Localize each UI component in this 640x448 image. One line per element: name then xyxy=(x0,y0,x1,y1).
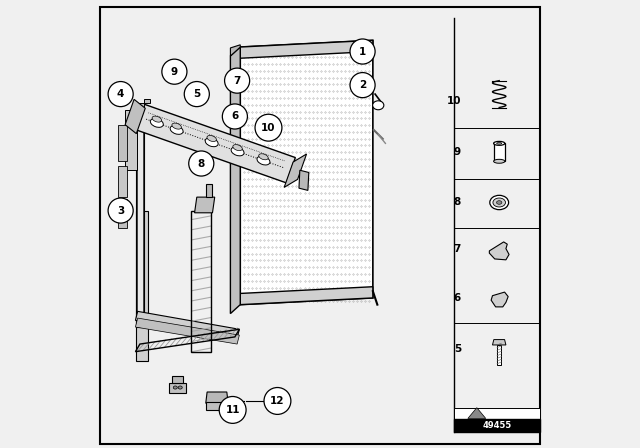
Ellipse shape xyxy=(207,135,216,142)
Ellipse shape xyxy=(372,101,384,110)
Ellipse shape xyxy=(173,386,177,389)
Polygon shape xyxy=(206,392,228,403)
Ellipse shape xyxy=(493,198,506,207)
Ellipse shape xyxy=(497,201,502,204)
Polygon shape xyxy=(136,211,148,361)
Circle shape xyxy=(162,59,187,84)
Ellipse shape xyxy=(493,142,505,145)
Text: 8: 8 xyxy=(198,159,205,168)
Polygon shape xyxy=(240,40,373,305)
Circle shape xyxy=(189,151,214,176)
Ellipse shape xyxy=(233,145,243,151)
Polygon shape xyxy=(118,199,127,228)
Circle shape xyxy=(108,198,133,223)
Ellipse shape xyxy=(493,159,505,163)
Text: 3: 3 xyxy=(117,206,124,215)
Circle shape xyxy=(184,82,209,107)
Ellipse shape xyxy=(205,138,218,146)
Polygon shape xyxy=(230,47,240,314)
Ellipse shape xyxy=(172,123,181,129)
Polygon shape xyxy=(454,408,540,419)
Polygon shape xyxy=(170,383,186,393)
Text: 7: 7 xyxy=(454,244,461,254)
Text: 9: 9 xyxy=(171,67,178,77)
Polygon shape xyxy=(493,340,506,345)
Circle shape xyxy=(350,73,375,98)
Text: 2: 2 xyxy=(359,80,366,90)
Text: 10: 10 xyxy=(447,96,461,106)
Text: 10: 10 xyxy=(261,123,276,133)
Text: 4: 4 xyxy=(117,89,124,99)
Text: 6: 6 xyxy=(231,112,239,121)
Polygon shape xyxy=(134,104,295,183)
Polygon shape xyxy=(230,45,240,56)
Text: 12: 12 xyxy=(270,396,285,406)
Polygon shape xyxy=(497,345,502,365)
Ellipse shape xyxy=(178,386,182,389)
Circle shape xyxy=(264,388,291,414)
Polygon shape xyxy=(136,318,239,344)
Text: 1: 1 xyxy=(359,47,366,56)
Polygon shape xyxy=(195,197,215,213)
Ellipse shape xyxy=(231,147,244,156)
Polygon shape xyxy=(136,108,145,327)
Polygon shape xyxy=(136,311,239,338)
Polygon shape xyxy=(490,242,509,260)
Circle shape xyxy=(350,39,375,64)
Polygon shape xyxy=(118,166,127,197)
Ellipse shape xyxy=(150,119,163,127)
Polygon shape xyxy=(299,170,309,190)
Ellipse shape xyxy=(170,125,183,134)
Polygon shape xyxy=(136,99,150,110)
Polygon shape xyxy=(493,143,505,161)
Text: 7: 7 xyxy=(234,76,241,86)
Polygon shape xyxy=(118,125,127,161)
Ellipse shape xyxy=(152,116,161,122)
Polygon shape xyxy=(172,376,183,383)
Polygon shape xyxy=(491,292,508,307)
Text: 11: 11 xyxy=(225,405,240,415)
Ellipse shape xyxy=(257,156,270,165)
Text: 5: 5 xyxy=(454,345,461,354)
Ellipse shape xyxy=(259,154,268,160)
Circle shape xyxy=(222,104,248,129)
Polygon shape xyxy=(125,99,145,134)
Text: 5: 5 xyxy=(193,89,200,99)
Circle shape xyxy=(108,82,133,107)
Ellipse shape xyxy=(497,142,502,144)
Polygon shape xyxy=(206,402,228,410)
Polygon shape xyxy=(284,154,307,187)
Text: 49455: 49455 xyxy=(483,421,511,430)
Text: 8: 8 xyxy=(454,197,461,207)
Circle shape xyxy=(219,396,246,423)
Polygon shape xyxy=(454,419,540,432)
Polygon shape xyxy=(468,408,486,418)
Polygon shape xyxy=(206,184,212,197)
Polygon shape xyxy=(240,40,373,58)
Circle shape xyxy=(255,114,282,141)
Polygon shape xyxy=(240,287,373,305)
Polygon shape xyxy=(125,110,137,170)
Text: 6: 6 xyxy=(454,293,461,303)
Circle shape xyxy=(225,68,250,93)
Text: 9: 9 xyxy=(454,147,461,157)
Ellipse shape xyxy=(490,195,509,210)
Polygon shape xyxy=(137,112,143,323)
